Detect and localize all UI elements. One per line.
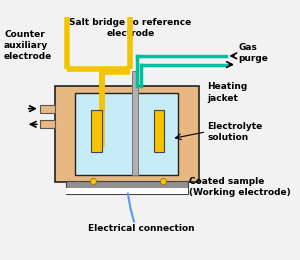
Bar bbox=[66, 181, 188, 194]
Bar bbox=[132, 71, 138, 175]
Bar bbox=[40, 120, 56, 128]
Bar bbox=[66, 187, 188, 194]
Text: Coated sample
(Working electrode): Coated sample (Working electrode) bbox=[189, 177, 291, 197]
Text: Salt bridge to reference
electrode: Salt bridge to reference electrode bbox=[69, 18, 192, 38]
Text: Gas
purge: Gas purge bbox=[238, 43, 268, 63]
Text: Electrolyte
solution: Electrolyte solution bbox=[207, 122, 262, 142]
Bar bbox=[40, 105, 56, 113]
Bar bbox=[91, 110, 102, 152]
Bar bbox=[75, 93, 178, 175]
Text: Counter
auxiliary
electrode: Counter auxiliary electrode bbox=[4, 30, 52, 61]
Bar bbox=[154, 110, 164, 152]
Text: Electrical connection: Electrical connection bbox=[88, 224, 194, 233]
Bar bbox=[56, 86, 199, 182]
Text: Heating
jacket: Heating jacket bbox=[207, 82, 248, 102]
